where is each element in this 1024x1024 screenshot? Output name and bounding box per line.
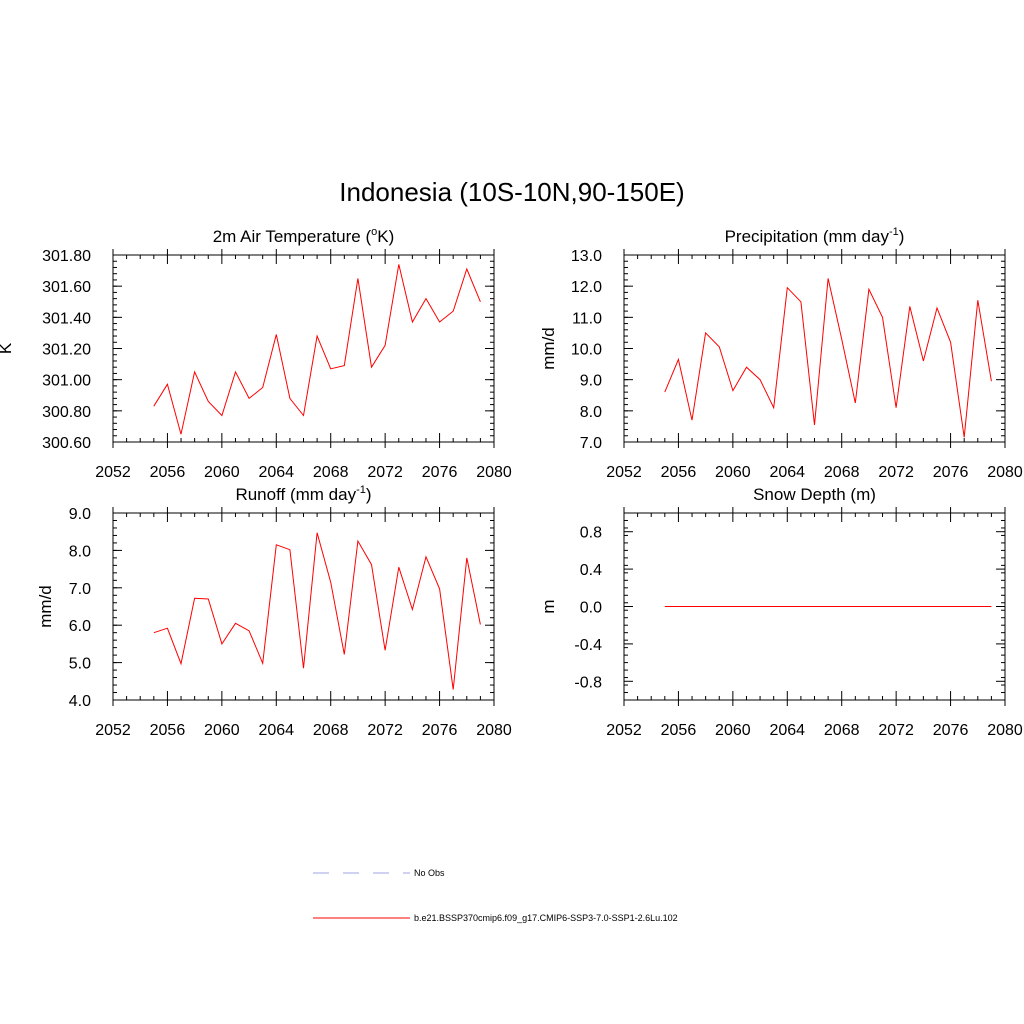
x-tick-label: 2068: [313, 722, 349, 739]
x-tick-label: 2072: [878, 722, 914, 739]
y-axis-label: m: [539, 599, 558, 613]
x-tick-label: 2064: [258, 722, 294, 739]
panel-title-end: ): [366, 485, 372, 504]
panel-title-text: Precipitation (mm day: [725, 227, 890, 246]
series-line: [153, 532, 481, 690]
y-tick-label: 301.80: [42, 248, 91, 265]
legend-label-model: b.e21.BSSP370cmip6.f09_g17.CMIP6-SSP3-7.…: [414, 913, 678, 923]
y-axis-label: mm/d: [539, 327, 558, 370]
x-tick-label: 2068: [824, 722, 860, 739]
x-tick-label: 2072: [367, 722, 403, 739]
y-tick-label: 7.0: [69, 581, 91, 598]
y-tick-label: 301.00: [42, 373, 91, 390]
x-tick-label: 2064: [769, 722, 805, 739]
y-tick-label: 10.0: [571, 342, 602, 359]
x-tick-label: 2068: [824, 464, 860, 481]
y-tick-label: 6.0: [69, 618, 91, 635]
x-tick-label: 2080: [987, 722, 1023, 739]
y-axis-label: mm/d: [36, 585, 55, 628]
y-tick-label: 8.0: [580, 404, 602, 421]
y-axis-label: K: [0, 342, 15, 354]
x-tick-label: 2056: [661, 722, 697, 739]
y-tick-label: -0.4: [574, 637, 602, 654]
y-tick-label: 0.0: [580, 600, 602, 617]
figure-title: Indonesia (10S-10N,90-150E): [339, 177, 684, 207]
chart-panel-temperature: 2m Air Temperature (oK) 2052 2056 2060 2064 2…: [0, 226, 512, 481]
y-tick-label: 301.20: [42, 342, 91, 359]
y-tick-label: 12.0: [571, 279, 602, 296]
y-tick-label: 0.8: [580, 525, 602, 542]
x-tick-label: 2080: [476, 722, 512, 739]
plot-frame: [112, 512, 495, 701]
x-tick-label: 2076: [422, 722, 458, 739]
x-tick-label: 2064: [769, 464, 805, 481]
panel-title-precipitation: Precipitation (mm day-1): [725, 226, 905, 246]
panel-title-temperature: 2m Air Temperature (oK): [213, 226, 395, 246]
x-tick-label: 2072: [878, 464, 914, 481]
panel-title-text: Snow Depth (m): [753, 485, 876, 504]
y-tick-label: 9.0: [69, 506, 91, 523]
x-tick-label: 2080: [476, 464, 512, 481]
x-tick-label: 2052: [95, 722, 131, 739]
panel-title-text: Runoff (mm day: [235, 485, 356, 504]
y-tick-label: 8.0: [69, 543, 91, 560]
x-tick-label: 2056: [150, 722, 186, 739]
y-tick-label: 5.0: [69, 656, 91, 673]
x-tick-label: 2060: [715, 464, 751, 481]
x-tick-label: 2056: [661, 464, 697, 481]
x-tick-label: 2068: [313, 464, 349, 481]
y-tick-label: 301.40: [42, 310, 91, 327]
x-tick-label: 2076: [933, 722, 969, 739]
x-tick-label: 2064: [258, 464, 294, 481]
x-tick-label: 2052: [95, 464, 131, 481]
panel-title-snow-depth: Snow Depth (m): [753, 485, 876, 504]
y-tick-label: 7.0: [580, 435, 602, 452]
y-tick-label: 0.4: [580, 562, 602, 579]
y-tick-label: 4.0: [69, 693, 91, 710]
y-tick-label: 300.60: [42, 435, 91, 452]
chart-panel-precipitation: Precipitation (mm day-1) 2052 2056 2060 2064…: [539, 226, 1023, 481]
x-tick-label: 2072: [367, 464, 403, 481]
x-tick-label: 2052: [606, 464, 642, 481]
chart-panel-runoff: Runoff (mm day-1) 2052 2056 2060 2064 2068 207…: [36, 484, 512, 739]
y-tick-label: 300.80: [42, 404, 91, 421]
panel-title-runoff: Runoff (mm day-1): [235, 484, 371, 504]
panel-title-end: ): [899, 227, 905, 246]
panel-title-end: K): [377, 227, 394, 246]
x-tick-label: 2076: [933, 464, 969, 481]
x-tick-label: 2076: [422, 464, 458, 481]
y-tick-label: 301.60: [42, 279, 91, 296]
series-line: [153, 264, 481, 435]
panel-title-text: 2m Air Temperature (: [213, 227, 372, 246]
legend-label-no-obs: No Obs: [414, 868, 445, 878]
series-line: [664, 278, 992, 438]
x-tick-label: 2056: [150, 464, 186, 481]
x-tick-label: 2060: [204, 722, 240, 739]
plot-frame: [623, 254, 1006, 443]
panel-title-superscript: -1: [889, 226, 899, 238]
x-tick-label: 2060: [715, 722, 751, 739]
y-tick-label: 9.0: [580, 373, 602, 390]
x-tick-label: 2060: [204, 464, 240, 481]
y-tick-label: -0.8: [574, 674, 602, 691]
y-tick-label: 13.0: [571, 248, 602, 265]
panel-title-superscript: o: [371, 226, 377, 238]
y-tick-label: 11.0: [572, 310, 602, 327]
panel-title-superscript: -1: [356, 484, 366, 496]
x-tick-label: 2052: [606, 722, 642, 739]
legend: No Obs b.e21.BSSP370cmip6.f09_g17.CMIP6-…: [313, 868, 678, 923]
chart-panel-snow-depth: Snow Depth (m) 2052 2056 2060 2064 2068 2072 20…: [539, 485, 1023, 739]
x-tick-label: 2080: [987, 464, 1023, 481]
